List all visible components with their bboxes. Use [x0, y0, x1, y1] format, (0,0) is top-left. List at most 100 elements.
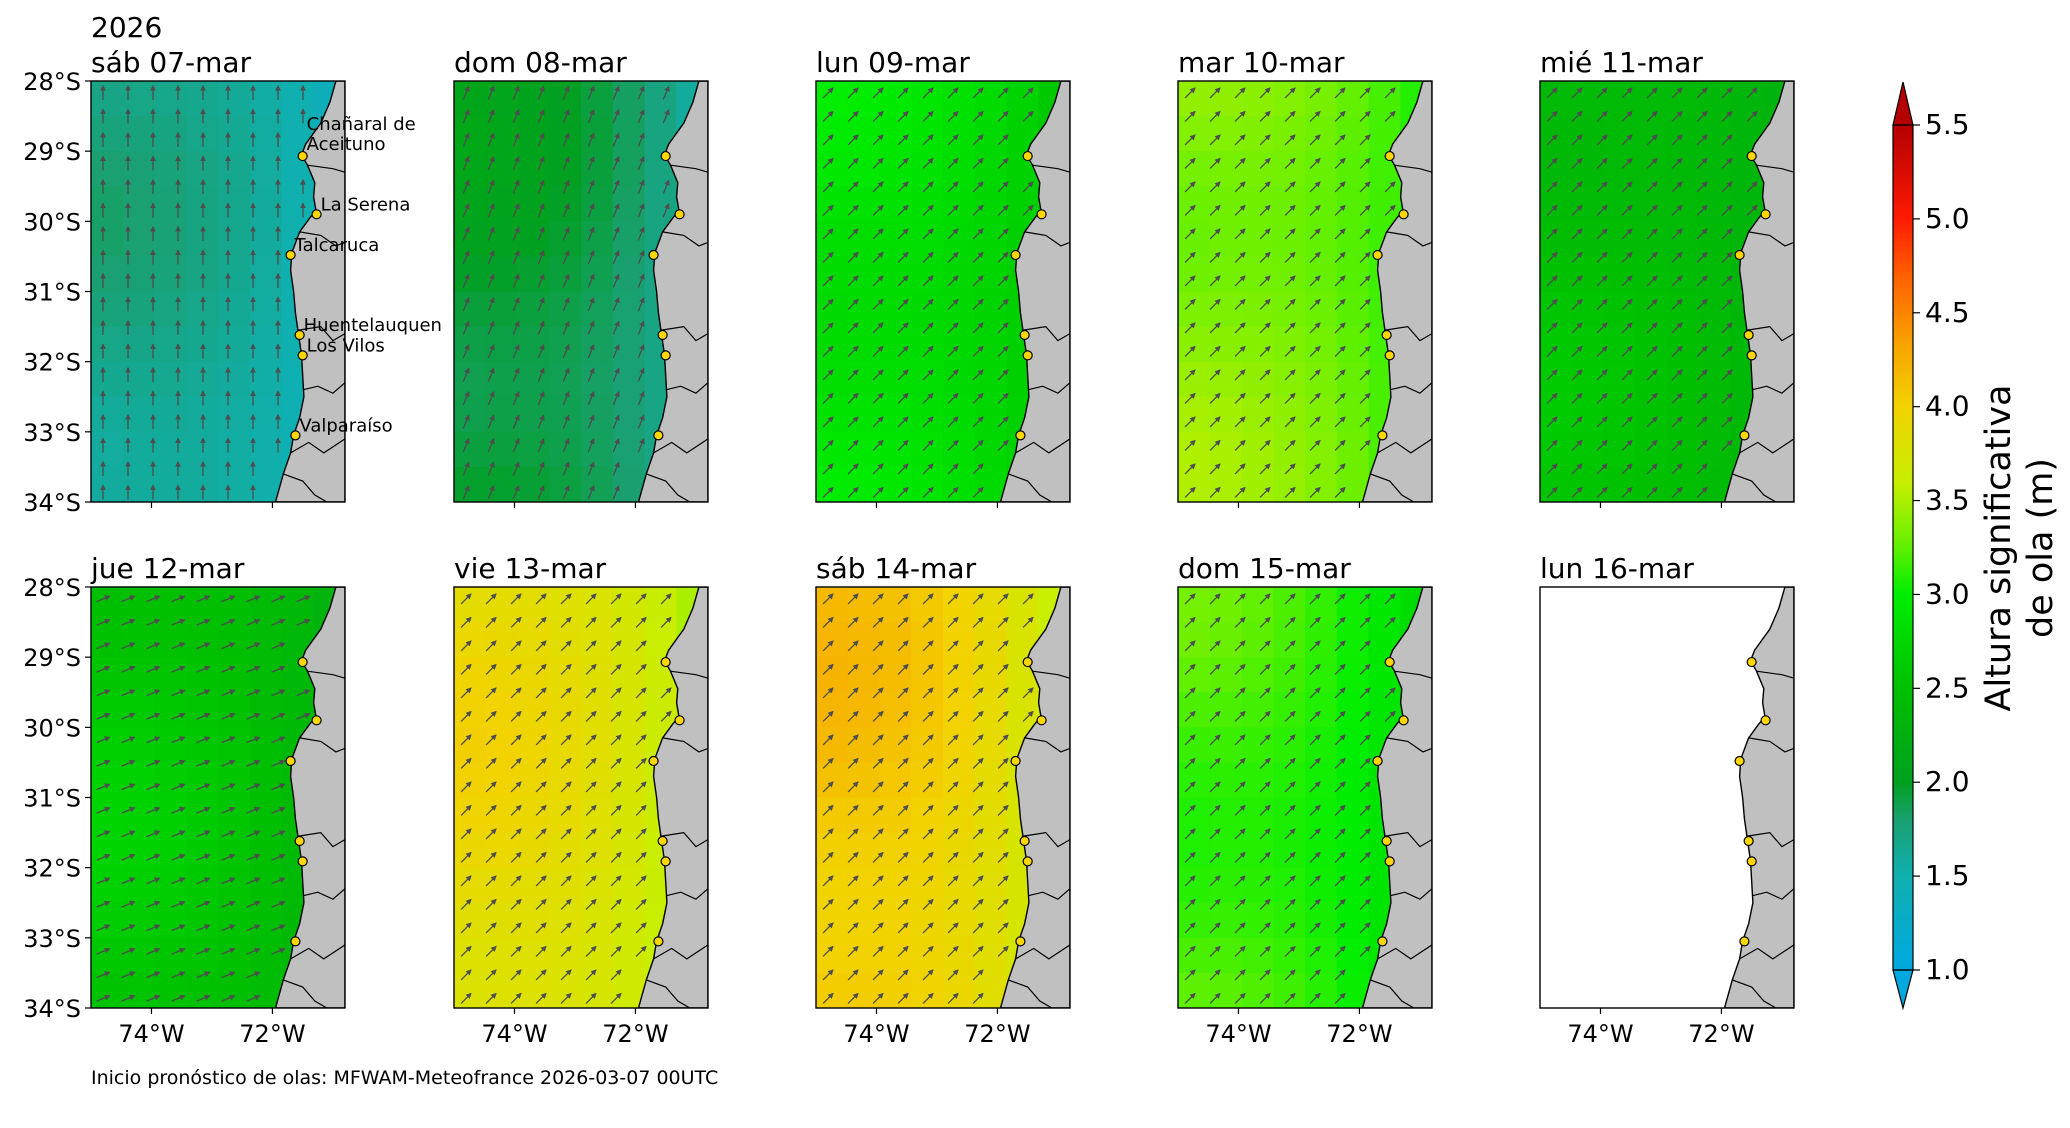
wave-height-cell: [454, 361, 487, 398]
wave-direction-arrow: [462, 132, 470, 147]
wave-direction-arrow: [487, 367, 495, 382]
wave-height-cell: [454, 291, 487, 328]
panel-title: lun 09-mar: [816, 46, 970, 79]
wave-direction-arrow: [947, 369, 959, 381]
wave-direction-arrow: [1259, 369, 1271, 381]
wave-height-cell: [91, 657, 124, 694]
wave-height-cell: [454, 832, 487, 869]
wave-direction-arrow: [587, 179, 595, 194]
wave-direction-arrow: [587, 226, 595, 241]
wave-direction-arrow: [1546, 298, 1558, 310]
wave-direction-arrow: [587, 273, 595, 288]
wave-height-cell: [218, 972, 251, 1008]
wave-direction-arrow: [1571, 298, 1583, 310]
wave-direction-arrow: [997, 228, 1009, 240]
wave-height-cell: [581, 832, 614, 869]
wave-direction-arrow: [947, 157, 959, 169]
wave-direction-arrow: [512, 484, 520, 500]
wave-direction-arrow: [612, 484, 620, 500]
wave-direction-arrow: [462, 461, 470, 476]
wave-direction-arrow: [1334, 345, 1346, 357]
wave-direction-arrow: [487, 414, 495, 429]
wave-direction-arrow: [562, 249, 570, 265]
wave-direction-arrow: [1696, 228, 1708, 240]
wave-direction-arrow: [1184, 369, 1196, 381]
wave-height-cell: [1571, 81, 1605, 118]
wave-height-cell: [847, 692, 881, 729]
colorbar-bottom-extend: [1892, 969, 1914, 1011]
wave-direction-arrow: [562, 484, 570, 500]
wave-direction-arrow: [1621, 392, 1633, 404]
wave-direction-arrow: [822, 275, 834, 287]
wave-direction-arrow: [847, 87, 859, 99]
wave-height-cell: [943, 466, 976, 502]
wave-height-cell: [1209, 797, 1243, 834]
wave-direction-arrow: [1571, 416, 1583, 428]
wave-direction-arrow: [487, 202, 495, 218]
wave-direction-arrow: [1621, 134, 1633, 146]
wave-height-cell: [612, 902, 646, 939]
wave-height-cell: [1209, 116, 1243, 153]
wave-direction-arrow: [587, 155, 595, 171]
wave-height-cell: [1241, 186, 1275, 223]
wave-direction-arrow: [637, 367, 645, 382]
wave-direction-arrow: [462, 343, 470, 359]
wave-height-cell: [911, 151, 944, 188]
wave-direction-arrow: [997, 110, 1009, 122]
lat-tick-label: 33°S: [23, 925, 81, 953]
wave-height-cell: [1368, 587, 1402, 624]
wave-height-cell: [517, 867, 551, 904]
wave-direction-arrow: [96, 595, 111, 603]
wave-height-cell: [1698, 151, 1732, 188]
wave-height-cell: [1635, 431, 1668, 468]
wave-height-cell: [911, 326, 944, 363]
wave-height-cell: [879, 151, 913, 188]
wave-direction-arrow: [922, 181, 934, 193]
wave-direction-arrow: [1309, 181, 1321, 193]
wave-direction-arrow: [1334, 486, 1346, 498]
wave-height-cell: [154, 797, 188, 834]
wave-direction-arrow: [897, 392, 909, 404]
wave-direction-arrow: [1596, 463, 1608, 475]
wave-direction-arrow: [271, 642, 286, 650]
wave-direction-arrow: [587, 461, 595, 476]
wave-direction-arrow: [997, 345, 1009, 357]
wave-direction-arrow: [997, 392, 1009, 404]
wave-height-cell: [943, 396, 976, 433]
panel-title: mié 11-mar: [1540, 46, 1703, 79]
wave-height-cell: [1571, 361, 1605, 398]
wave-height-cell: [847, 797, 881, 834]
wave-height-cell: [154, 587, 188, 624]
wave-height-cell: [1241, 867, 1275, 904]
wave-height-cell: [879, 466, 913, 502]
wave-height-cell: [485, 622, 519, 659]
wave-direction-arrow: [221, 595, 236, 603]
wave-direction-arrow: [1359, 251, 1371, 263]
wave-height-cell: [1273, 81, 1306, 118]
wave-direction-arrow: [1696, 463, 1708, 475]
wave-direction-arrow: [1209, 251, 1221, 263]
wave-height-cell: [1540, 326, 1573, 363]
wave-direction-arrow: [221, 642, 236, 650]
wave-height-cell: [218, 902, 251, 939]
location-marker: [297, 350, 308, 361]
wave-direction-arrow: [562, 390, 570, 406]
wave-direction-arrow: [922, 416, 934, 428]
wave-direction-arrow: [637, 179, 645, 194]
wave-direction-arrow: [146, 642, 161, 650]
wave-direction-arrow: [1646, 369, 1658, 381]
wave-direction-arrow: [1621, 181, 1633, 193]
wave-height-cell: [218, 692, 251, 729]
wave-height-cell: [454, 466, 487, 502]
wave-direction-arrow: [1571, 87, 1583, 99]
wave-direction-arrow: [822, 369, 834, 381]
wave-height-cell: [218, 326, 251, 363]
wave-height-cell: [517, 361, 551, 398]
wave-direction-arrow: [1721, 157, 1733, 169]
wave-direction-arrow: [1671, 416, 1683, 428]
wave-direction-arrow: [246, 712, 261, 720]
wave-direction-arrow: [897, 322, 909, 334]
wave-direction-arrow: [1309, 275, 1321, 287]
wave-height-cell: [581, 727, 614, 764]
wave-direction-arrow: [922, 345, 934, 357]
